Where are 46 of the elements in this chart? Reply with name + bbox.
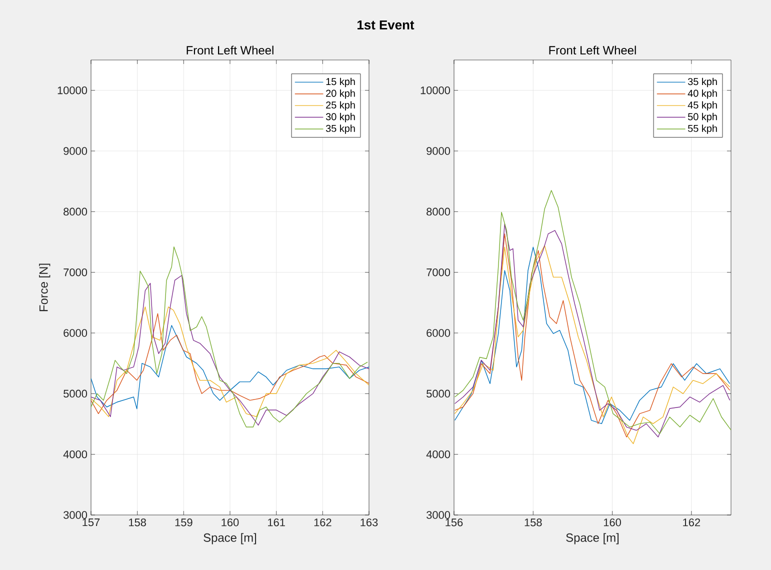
x-axis-title: Space [m] bbox=[566, 533, 619, 544]
x-tick-label: 157 bbox=[82, 518, 100, 526]
legend-label: 35 kph bbox=[326, 124, 355, 134]
y-tick-label: 10000 bbox=[420, 86, 450, 94]
y-tick-label: 7000 bbox=[426, 268, 450, 276]
y-tick-label: 4000 bbox=[426, 450, 450, 458]
x-tick-label: 160 bbox=[222, 518, 239, 526]
y-tick-label: 9000 bbox=[64, 147, 88, 155]
legend-label: 15 kph bbox=[326, 78, 355, 88]
x-tick-label: 161 bbox=[268, 518, 285, 526]
x-tick-label: 158 bbox=[129, 518, 146, 526]
y-tick-label: 10000 bbox=[58, 86, 88, 94]
y-tick-label: 5000 bbox=[426, 390, 450, 398]
y-tick-label: 7000 bbox=[64, 268, 88, 276]
y-tick-label: 9000 bbox=[426, 147, 450, 155]
chart-title: Front Left Wheel bbox=[186, 46, 274, 54]
legend-label: 25 kph bbox=[326, 101, 355, 110]
y-tick-label: 5000 bbox=[64, 390, 88, 398]
y-tick-label: 8000 bbox=[426, 208, 450, 216]
x-axis-title: Space [m] bbox=[204, 533, 256, 544]
x-tick-label: 160 bbox=[604, 518, 621, 526]
x-tick-label: 158 bbox=[524, 518, 542, 526]
chart-title: Front Left Wheel bbox=[549, 46, 636, 54]
y-tick-label: 4000 bbox=[63, 450, 88, 458]
text: 1st Event bbox=[358, 20, 414, 30]
legend-label: 35 kph bbox=[688, 78, 717, 88]
legend-label: 20 kph bbox=[326, 90, 355, 99]
legend-label: 50 kph bbox=[688, 112, 717, 122]
y-tick-label: 3000 bbox=[426, 511, 450, 519]
legend-label: 45 kph bbox=[688, 101, 717, 110]
x-tick-label: 159 bbox=[175, 518, 192, 526]
line-series bbox=[91, 275, 369, 426]
legend-label: 40 kph bbox=[688, 90, 717, 99]
x-tick-label: 162 bbox=[683, 518, 700, 526]
y-tick-label: 6000 bbox=[64, 329, 88, 337]
legend-label: 30 kph bbox=[326, 112, 355, 122]
legend-label: 55 kph bbox=[688, 124, 717, 134]
line-series bbox=[91, 325, 369, 410]
line-series bbox=[91, 246, 368, 428]
x-tick-label: 156 bbox=[446, 518, 463, 526]
y-tick-label: 3000 bbox=[64, 511, 88, 519]
x-tick-label: 162 bbox=[314, 518, 332, 526]
y-axis-title: Force [N] bbox=[39, 264, 50, 312]
y-tick-label: 8000 bbox=[64, 208, 88, 216]
x-tick-label: 163 bbox=[360, 518, 378, 526]
y-tick-label: 6000 bbox=[426, 329, 450, 337]
